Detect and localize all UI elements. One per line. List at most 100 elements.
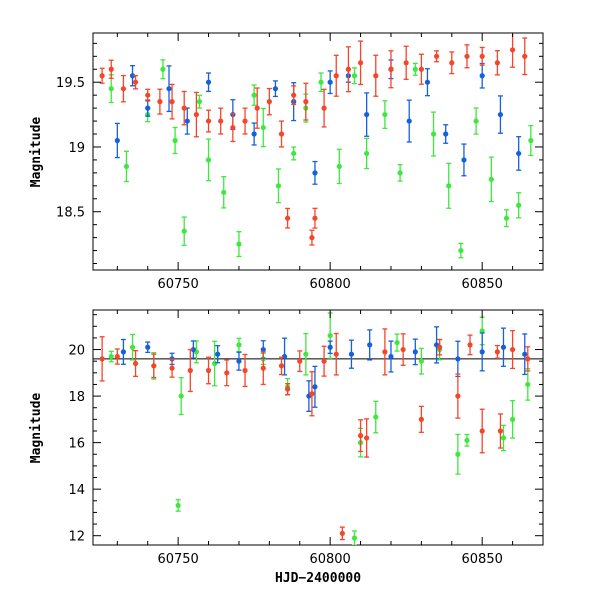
- bottom-green-point: [525, 368, 531, 401]
- top-red-point: [309, 229, 315, 246]
- top-green-point: [291, 146, 297, 161]
- top-blue-point: [424, 68, 431, 97]
- top-green-point: [473, 107, 479, 135]
- top-y-tick-label: 19.5: [56, 76, 85, 91]
- top-y-tick-label: 19: [68, 141, 85, 156]
- top-red-point: [388, 50, 394, 89]
- top-x-tick-label: 60800: [309, 277, 350, 292]
- bottom-blue-point: [120, 338, 127, 365]
- top-red-point: [193, 91, 199, 138]
- bottom-green-point: [500, 424, 507, 452]
- top-green-point: [181, 216, 187, 246]
- bottom-green-point: [351, 530, 358, 545]
- top-blue-point: [327, 70, 333, 95]
- bottom-blue-point: [190, 340, 196, 359]
- bottom-red-point: [382, 328, 388, 376]
- top-red-point: [181, 90, 187, 126]
- bottom-red-point: [151, 353, 157, 379]
- bottom-green-point: [464, 433, 470, 447]
- top-red-point: [242, 107, 248, 135]
- bottom-blue-point: [388, 340, 394, 373]
- top-blue-point: [516, 136, 522, 171]
- top-red-point: [494, 50, 500, 76]
- top-green-point: [251, 84, 257, 106]
- bottom-panel-frame: [92, 309, 544, 546]
- top-panel: 60750 60800 60850 18.5 19 19.5 Magnitude: [29, 32, 544, 292]
- top-red-point: [291, 85, 297, 106]
- top-blue-point: [406, 99, 412, 143]
- bottom-red-point: [509, 330, 516, 370]
- top-red-point: [157, 88, 163, 115]
- top-green-point: [336, 148, 342, 185]
- bottom-green-point: [175, 499, 181, 512]
- top-red-point: [433, 50, 440, 63]
- bottom-red-point: [187, 348, 193, 393]
- top-green-point: [430, 111, 437, 157]
- top-green-point: [446, 162, 452, 209]
- bottom-blue-point: [433, 326, 440, 364]
- bottom-red-point: [333, 332, 339, 376]
- top-red-point: [522, 37, 528, 76]
- bottom-blue-point: [412, 338, 418, 366]
- top-green-point: [412, 62, 418, 76]
- bottom-y-tick-label: 18: [68, 390, 85, 405]
- top-red-point: [169, 83, 175, 120]
- bottom-panel-ticks: 60750 60800 60850 12 14 16 18 20: [68, 310, 544, 567]
- bottom-blue-point: [455, 340, 461, 378]
- top-red-point: [120, 74, 127, 103]
- top-red-point: [132, 74, 139, 90]
- bottom-blue-point: [367, 329, 373, 361]
- bottom-blue-point: [145, 341, 151, 354]
- bottom-red-point: [99, 336, 105, 382]
- bottom-blue-point: [522, 333, 528, 376]
- top-blue-point: [312, 160, 318, 185]
- top-panel-marks: [99, 33, 534, 259]
- bottom-green-point: [108, 350, 114, 363]
- top-green-point: [364, 137, 370, 170]
- top-red-point: [373, 54, 379, 97]
- bottom-red-point: [339, 526, 345, 541]
- top-blue-point: [205, 72, 212, 93]
- bottom-blue-point: [327, 340, 333, 355]
- bottom-red-point: [260, 351, 266, 386]
- bottom-red-point: [132, 349, 139, 378]
- top-red-point: [464, 44, 470, 69]
- bottom-blue-point: [479, 332, 485, 372]
- top-red-point: [333, 54, 339, 97]
- bottom-y-tick-label: 14: [68, 483, 85, 498]
- top-blue-point: [129, 65, 136, 87]
- bottom-green-point: [509, 399, 516, 439]
- bottom-red-point: [297, 350, 303, 373]
- bottom-green-point: [236, 337, 242, 353]
- bottom-red-point: [467, 334, 473, 356]
- bottom-red-point: [437, 338, 443, 356]
- bottom-green-point: [193, 340, 199, 364]
- top-green-point: [160, 59, 166, 80]
- bottom-red-point: [309, 371, 315, 417]
- top-blue-point: [461, 143, 467, 177]
- top-green-point: [516, 192, 522, 219]
- bottom-y-tick-label: 20: [68, 344, 85, 359]
- top-blue-point: [364, 92, 370, 137]
- bottom-green-point: [373, 400, 379, 434]
- top-green-point: [260, 107, 266, 148]
- top-red-point: [218, 107, 224, 135]
- top-red-point: [205, 109, 212, 133]
- bottom-y-tick-label: 16: [68, 437, 85, 452]
- bottom-y-tick-label: 12: [68, 530, 85, 545]
- bottom-red-point: [364, 418, 370, 458]
- bottom-red-point: [455, 373, 461, 419]
- top-red-point: [266, 87, 272, 116]
- top-green-point: [488, 156, 494, 203]
- bottom-blue-point: [306, 380, 312, 412]
- bottom-red-point: [224, 359, 230, 387]
- bottom-green-point: [129, 333, 136, 361]
- top-green-point: [382, 100, 388, 130]
- top-x-tick-label: 60750: [157, 277, 198, 292]
- bottom-x-tick-label: 60800: [309, 552, 350, 567]
- top-y-tick-label: 18.5: [56, 206, 85, 221]
- top-red-point: [479, 46, 485, 66]
- top-blue-point: [479, 62, 485, 89]
- top-red-point: [509, 33, 516, 68]
